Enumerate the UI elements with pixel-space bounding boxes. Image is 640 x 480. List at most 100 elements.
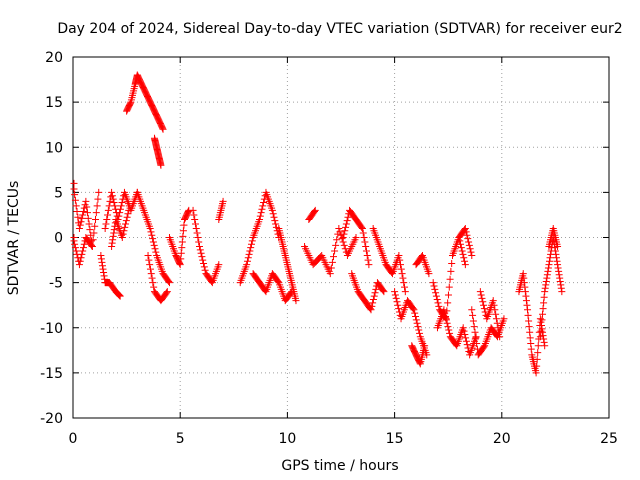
data-point	[328, 258, 336, 266]
data-point	[358, 224, 366, 232]
data-point	[292, 297, 300, 305]
data-point	[534, 342, 542, 350]
data-point	[79, 244, 87, 252]
data-point	[546, 254, 554, 262]
data-point	[412, 312, 420, 320]
data-point	[336, 228, 344, 236]
data-point	[415, 326, 423, 334]
data-point	[396, 256, 404, 264]
data-point	[441, 309, 449, 317]
data-point	[195, 238, 203, 246]
data-point	[200, 259, 208, 267]
data-point	[271, 217, 279, 225]
data-point	[110, 229, 118, 237]
data-point	[126, 99, 134, 107]
data-point	[91, 222, 99, 230]
data-point	[108, 239, 116, 247]
data-point	[115, 291, 123, 299]
data-point	[358, 223, 366, 231]
data-point	[524, 311, 532, 319]
data-point	[178, 244, 186, 252]
data-point	[201, 266, 209, 274]
data-point	[117, 202, 125, 210]
data-point	[71, 244, 79, 252]
data-point	[340, 230, 348, 238]
data-point	[118, 199, 126, 207]
data-point	[533, 355, 541, 363]
data-point	[100, 272, 108, 280]
data-point	[116, 292, 124, 300]
data-point	[244, 254, 252, 262]
data-point	[193, 229, 201, 237]
data-point	[362, 247, 370, 255]
data-point	[124, 210, 132, 218]
data-point	[554, 264, 562, 272]
data-point	[395, 305, 403, 313]
data-point	[446, 275, 454, 283]
y-tick-label: 20	[45, 50, 63, 66]
data-point	[116, 209, 124, 217]
data-point	[392, 294, 400, 302]
data-point	[544, 267, 552, 275]
data-point	[176, 261, 184, 269]
data-point	[479, 298, 487, 306]
data-point	[157, 161, 165, 169]
data-point	[102, 220, 110, 228]
data-point	[111, 202, 119, 210]
data-point	[361, 238, 369, 246]
data-point	[534, 349, 542, 357]
data-point	[270, 213, 278, 221]
data-point	[536, 315, 544, 323]
data-point	[191, 220, 199, 228]
data-point	[470, 323, 478, 331]
data-point	[551, 247, 559, 255]
data-point	[327, 264, 335, 272]
data-point	[468, 252, 476, 260]
data-point	[363, 252, 371, 260]
data-point	[84, 214, 92, 222]
data-point	[463, 231, 471, 239]
data-point	[352, 234, 360, 241]
data-point	[440, 306, 448, 314]
data-point	[371, 289, 379, 297]
data-point	[367, 306, 375, 314]
data-point	[500, 315, 508, 323]
data-point	[369, 296, 377, 304]
data-point	[196, 246, 204, 254]
data-point	[83, 203, 91, 211]
data-point	[97, 255, 105, 263]
data-point	[461, 331, 469, 339]
data-point	[152, 248, 160, 256]
data-point	[393, 298, 401, 306]
data-point	[98, 262, 106, 270]
data-point	[72, 202, 80, 210]
data-point	[379, 287, 387, 295]
data-point	[459, 324, 467, 332]
data-point	[540, 299, 548, 307]
data-point	[76, 221, 84, 229]
data-point	[343, 217, 351, 225]
data-point	[540, 338, 548, 346]
data-point	[179, 232, 187, 240]
y-tick-label: 10	[45, 140, 63, 156]
data-point	[553, 257, 561, 265]
data-point	[78, 250, 86, 258]
data-point	[541, 288, 549, 296]
data-point	[78, 214, 86, 222]
data-point	[416, 329, 424, 337]
data-point	[554, 261, 562, 269]
data-point	[109, 236, 117, 244]
data-point	[541, 284, 549, 292]
data-point	[125, 206, 133, 214]
data-point	[520, 274, 528, 282]
data-point	[184, 208, 192, 216]
data-point	[552, 254, 560, 262]
data-point	[391, 291, 399, 299]
data-point	[494, 324, 502, 332]
data-point	[521, 288, 529, 296]
data-point	[461, 224, 469, 232]
data-point	[92, 209, 100, 217]
data-point	[246, 247, 254, 255]
data-point	[104, 211, 112, 219]
